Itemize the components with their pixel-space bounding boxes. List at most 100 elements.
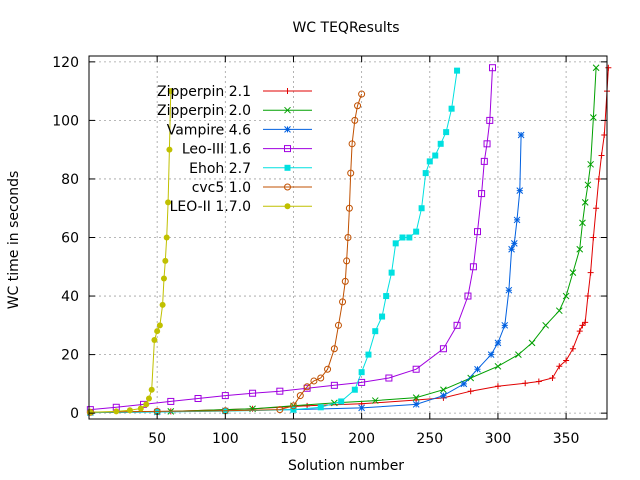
data-point [358,378,366,386]
data-point [595,175,602,182]
data-point [348,140,356,148]
data-point [304,402,311,409]
x-tick-label: 200 [348,431,375,447]
data-point [460,380,468,388]
legend-label: Vampire 4.6 [167,122,251,138]
data-point [555,307,563,315]
data-point [399,234,406,241]
grid [89,56,607,419]
data-point [576,245,584,253]
data-point [576,328,583,335]
data-point [590,114,597,121]
data-point [516,187,524,195]
y-tick-label: 60 [61,231,79,247]
data-point [542,321,550,329]
data-point [148,386,155,393]
data-point [163,234,170,241]
series-line [90,134,522,414]
data-point [351,386,358,393]
data-point [598,152,605,159]
y-tick-label: 20 [61,348,79,364]
legend-marker [284,183,291,191]
x-axis-label: Solution number [288,458,404,474]
data-point [289,402,297,410]
data-point [137,405,144,412]
x-tick-label: 150 [280,431,307,447]
y-tick-label: 120 [52,55,79,71]
data-point [422,170,429,177]
data-point [341,277,349,285]
data-point [156,322,163,329]
data-point [413,228,420,235]
data-point [439,345,447,353]
legend: Zipperpin 2.1 Zipperpin 2.0 Vampire 4.6 Leo… [157,84,312,215]
data-point [339,298,347,306]
legend-marker [284,106,291,114]
legend-marker [284,203,291,210]
data-point [469,263,477,271]
data-point [556,363,563,370]
data-point [513,216,521,224]
data-point [317,374,325,382]
data-point [432,152,439,159]
data-point [454,67,461,74]
data-point [474,365,481,373]
data-point [483,140,491,148]
data-point [334,321,342,329]
plot-frame [88,55,608,420]
data-point [151,336,158,343]
data-point [488,64,496,72]
data-point [535,378,542,385]
data-point [347,169,355,177]
data-point [501,321,509,329]
series-line [90,67,493,411]
data-point [453,321,461,329]
chart-title: WC TEQResults [292,20,399,36]
data-point [522,380,529,387]
data-point [330,345,338,353]
data-point [517,131,525,139]
data-point [581,199,589,206]
data-point [437,140,444,147]
data-point [87,409,94,416]
data-point [317,404,324,411]
data-point [569,345,576,352]
series-leo-iii-1-6 [86,64,496,414]
data-point [467,388,474,395]
data-point [569,269,577,276]
data-point [338,398,345,405]
data-point [593,205,600,212]
data-point [343,257,351,265]
data-point [562,292,570,300]
data-point [494,339,502,347]
data-point [412,401,420,408]
data-point [296,392,304,400]
data-point [324,365,332,373]
data-point [440,386,447,394]
series-line [90,91,172,413]
data-point [371,397,379,404]
data-point [448,105,455,112]
data-point [487,351,495,358]
data-point [515,351,522,358]
data-point [549,375,556,382]
data-point [587,160,594,168]
data-point [383,293,390,300]
data-point [579,322,586,329]
y-tick-label: 0 [70,406,79,422]
data-point [418,205,425,212]
y-axis-label: WC time in seconds [6,171,22,310]
data-point [494,383,501,390]
data-point [528,339,536,347]
data-point [303,383,311,391]
legend-marker [284,88,291,94]
data-point [143,401,150,408]
legend-label: Zipperpin 2.0 [157,103,251,119]
data-point [165,199,172,206]
data-point [221,392,229,400]
legend-marker [284,145,291,153]
data-point [249,389,257,397]
data-point [426,158,433,165]
data-point [388,269,395,276]
